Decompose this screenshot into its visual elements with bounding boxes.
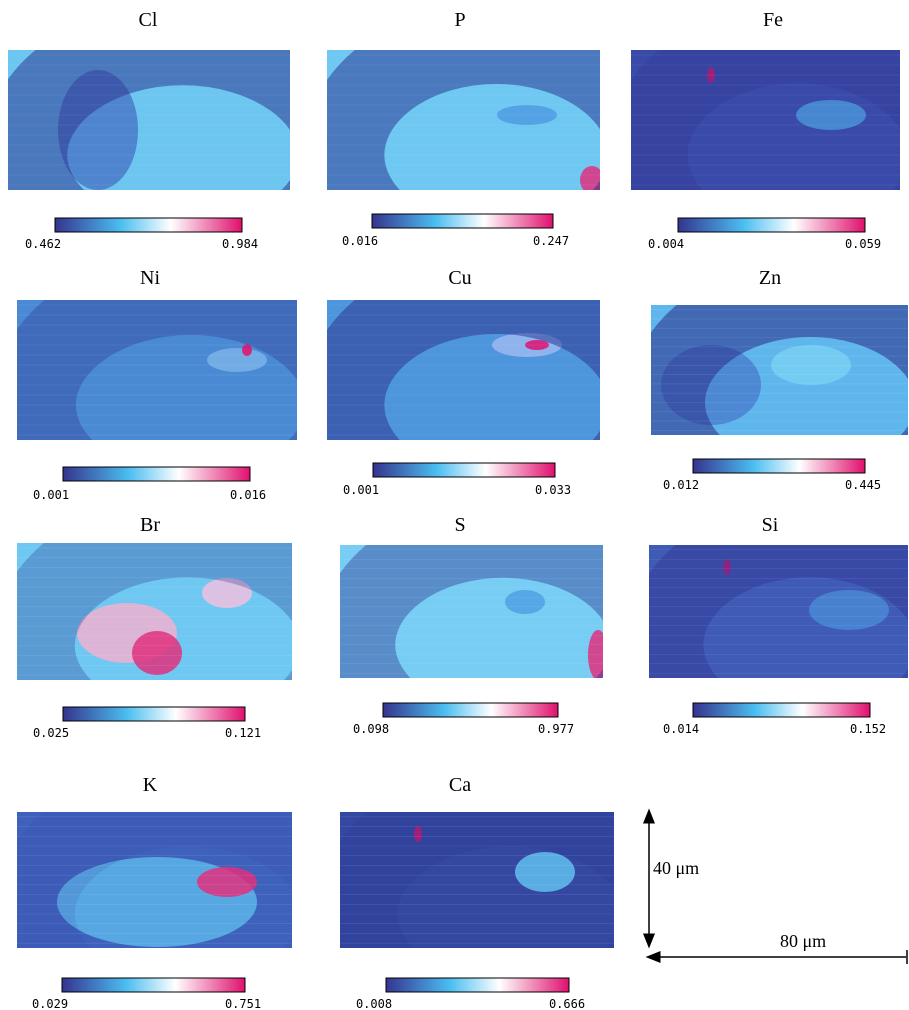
colorbar xyxy=(386,978,569,992)
colorbar-min-label: 0.008 xyxy=(356,997,392,1010)
colorbar xyxy=(62,978,245,992)
map-feature xyxy=(207,348,267,372)
element-map-panel: Ca 0.008 0.666 xyxy=(340,774,663,1010)
map-feature xyxy=(5,195,21,245)
element-map xyxy=(17,536,342,755)
element-map-panel: Cu 0.001 0.033 xyxy=(327,267,649,517)
element-map-panel: Si 0.014 0.152 xyxy=(649,514,909,751)
colorbar-max-label: 0.247 xyxy=(533,234,569,248)
colorbar xyxy=(693,703,870,717)
element-label: K xyxy=(143,774,158,796)
colorbar xyxy=(372,214,553,228)
map-feature xyxy=(809,590,889,630)
element-map-panel: Br 0.025 0.121 xyxy=(17,514,342,755)
colorbar xyxy=(383,703,558,717)
element-map-panel: P 0.016 0.247 xyxy=(327,9,649,267)
colorbar xyxy=(373,463,555,477)
map-feature xyxy=(505,590,545,614)
element-label: S xyxy=(454,514,465,536)
element-map xyxy=(651,299,909,507)
colorbar xyxy=(55,218,242,232)
colorbar-min-label: 0.016 xyxy=(342,234,378,248)
colorbar-min-label: 0.029 xyxy=(32,997,68,1010)
element-map-panel: Cl 0.462 0.984 xyxy=(5,9,341,267)
colorbar-max-label: 0.152 xyxy=(850,722,886,736)
element-label: Si xyxy=(762,514,779,536)
element-label: Ca xyxy=(449,774,471,796)
colorbar xyxy=(678,218,865,232)
element-label: Cu xyxy=(448,267,471,289)
scale-bars: 40 μm 80 μm xyxy=(649,816,907,964)
colorbar-min-label: 0.462 xyxy=(25,237,61,251)
colorbar-min-label: 0.001 xyxy=(33,488,69,502)
colorbar-max-label: 0.666 xyxy=(549,997,585,1010)
element-label: Fe xyxy=(763,9,783,31)
element-label: Zn xyxy=(759,267,781,289)
element-map-panel: K 0.029 0.751 xyxy=(17,774,342,1010)
element-label: Cl xyxy=(139,9,158,31)
colorbar-max-label: 0.121 xyxy=(225,726,261,740)
element-map-panel: Ni 0.001 0.016 xyxy=(17,267,347,517)
colorbar-min-label: 0.004 xyxy=(648,237,684,251)
element-map xyxy=(649,538,909,751)
colorbar-min-label: 0.014 xyxy=(663,722,699,736)
map-feature xyxy=(588,630,608,680)
colorbar-min-label: 0.098 xyxy=(353,722,389,736)
map-feature xyxy=(771,345,851,385)
element-map xyxy=(631,43,909,267)
map-feature xyxy=(132,631,182,675)
element-map xyxy=(17,293,347,517)
colorbar-max-label: 0.059 xyxy=(845,237,881,251)
map-feature xyxy=(197,867,257,897)
element-label: Br xyxy=(140,514,160,536)
element-map xyxy=(340,538,650,751)
map-feature xyxy=(515,852,575,892)
colorbar-max-label: 0.016 xyxy=(230,488,266,502)
colorbar-max-label: 0.751 xyxy=(225,997,261,1010)
element-map-panel: Zn 0.012 0.445 xyxy=(651,267,909,507)
element-map-panel: S 0.098 0.977 xyxy=(340,514,650,751)
element-label: Ni xyxy=(140,267,160,289)
figure: 40 μm 80 μm Cl 0.462 0.984 P 0.016 0.247 Fe 0.0… xyxy=(0,0,909,1010)
colorbar-min-label: 0.025 xyxy=(33,726,69,740)
vertical-scale-label: 40 μm xyxy=(653,858,699,878)
element-map xyxy=(5,43,341,267)
map-feature xyxy=(280,195,296,245)
colorbar xyxy=(63,467,250,481)
colorbar-max-label: 0.445 xyxy=(845,478,881,492)
horizontal-scale-label: 80 μm xyxy=(780,931,826,951)
colorbar-min-label: 0.001 xyxy=(343,483,379,497)
map-feature xyxy=(580,166,604,194)
element-map-panel: Fe 0.004 0.059 xyxy=(631,9,909,267)
colorbar-min-label: 0.012 xyxy=(663,478,699,492)
colorbar xyxy=(693,459,865,473)
colorbar xyxy=(63,707,245,721)
colorbar-max-label: 0.977 xyxy=(538,722,574,736)
colorbar-max-label: 0.984 xyxy=(222,237,258,251)
element-label: P xyxy=(454,9,465,31)
colorbar-max-label: 0.033 xyxy=(535,483,571,497)
